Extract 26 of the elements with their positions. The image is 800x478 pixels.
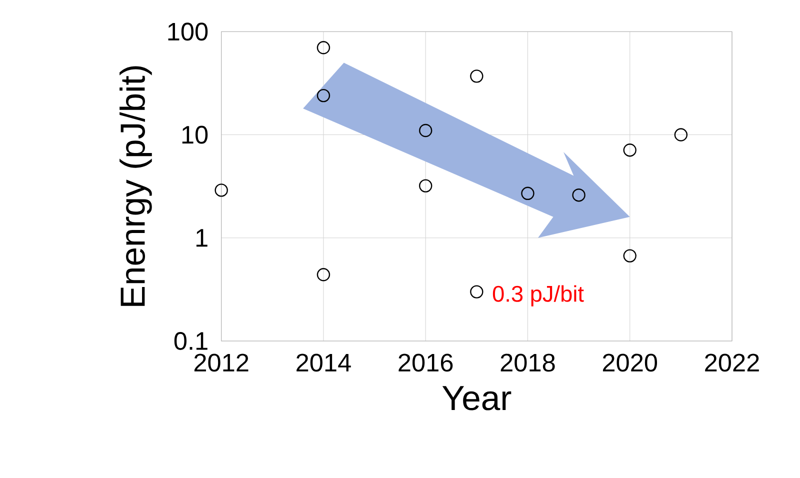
- annotation: 0.3 pJ/bit: [492, 285, 584, 306]
- x-tick-label: 2018: [500, 354, 555, 372]
- x-tick-label: 2014: [296, 354, 351, 372]
- y-tick-label: 1: [196, 229, 208, 247]
- point: [419, 124, 432, 138]
- y-tick-label: 0.1: [174, 332, 208, 350]
- point: [470, 70, 484, 83]
- x-tick-label: 2022: [705, 354, 759, 372]
- y-axis-title: Enenrgy (pJ/bit): [120, 66, 152, 306]
- point: [623, 144, 636, 157]
- point: [419, 179, 432, 192]
- point: [470, 285, 484, 298]
- point: [316, 41, 330, 54]
- point: [572, 188, 586, 202]
- point: [623, 249, 636, 262]
- x-tick-label: 2020: [602, 354, 658, 372]
- point: [674, 128, 688, 142]
- point: [214, 184, 228, 197]
- y-tick-label: 100: [168, 22, 208, 41]
- point: [521, 186, 534, 200]
- y-tick-label: 10: [182, 126, 208, 144]
- point: [316, 268, 330, 282]
- x-axis-title: Year: [442, 386, 512, 410]
- x-tick-label: 2016: [398, 354, 453, 372]
- x-tick-label: 2012: [194, 354, 248, 372]
- point: [316, 88, 330, 102]
